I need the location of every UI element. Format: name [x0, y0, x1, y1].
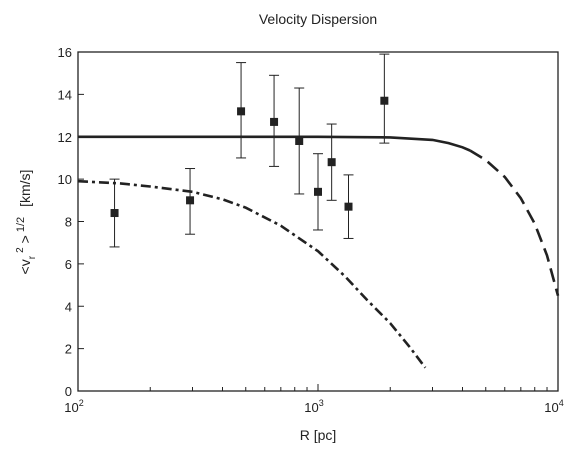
data-point: [294, 87, 305, 195]
point-marker: [314, 187, 322, 196]
point-marker: [327, 158, 336, 167]
y-tick-label: 16: [58, 45, 72, 60]
y-label-sup2: 2: [15, 247, 26, 253]
x-tick-label: 102: [64, 398, 83, 415]
data-point: [379, 53, 390, 144]
model-curve-solid: [78, 135, 471, 152]
y-label-close: >: [17, 235, 33, 243]
data-point: [109, 178, 120, 248]
model-curve-dashdot: [77, 179, 427, 369]
x-tick-label: 104: [544, 398, 563, 415]
data-point: [185, 168, 196, 235]
data-points: [109, 53, 390, 248]
y-tick-label: 4: [65, 299, 72, 314]
data-point: [343, 174, 354, 239]
point-marker: [270, 117, 279, 126]
y-tick-label: 14: [58, 87, 72, 102]
y-tick-label: 10: [58, 172, 72, 187]
y-axis-label: <vr2 >1/2 [km/s]: [15, 170, 38, 275]
y-label-open: <v: [17, 259, 33, 274]
y-tick-label: 12: [58, 130, 72, 145]
chart-title: Velocity Dispersion: [259, 11, 377, 27]
point-marker: [295, 136, 304, 145]
x-axis-label: R [pc]: [300, 427, 337, 443]
model-curves: [77, 135, 560, 369]
model-curve-dashed: [469, 149, 560, 297]
data-point: [269, 74, 280, 167]
point-marker: [344, 202, 353, 211]
y-label-units: [km/s]: [17, 170, 33, 207]
y-tick-label: 0: [65, 384, 72, 399]
y-tick-label: 8: [65, 215, 72, 230]
point-marker: [237, 107, 246, 116]
y-tick-label: 6: [65, 257, 72, 272]
y-axis-ticks: 0 2 4 6 8 10 12 14 16: [58, 45, 84, 399]
y-tick-label: 2: [65, 342, 72, 357]
point-marker: [110, 209, 119, 218]
y-label-sup-half: 1/2: [15, 217, 27, 232]
point-marker: [186, 196, 195, 205]
data-point: [313, 153, 323, 231]
data-point: [326, 123, 337, 201]
y-label-sub: r: [27, 255, 38, 259]
data-point: [236, 62, 247, 159]
point-marker: [380, 96, 389, 105]
x-axis-ticks: 102 103 104: [64, 384, 564, 415]
x-tick-label: 103: [304, 398, 323, 415]
